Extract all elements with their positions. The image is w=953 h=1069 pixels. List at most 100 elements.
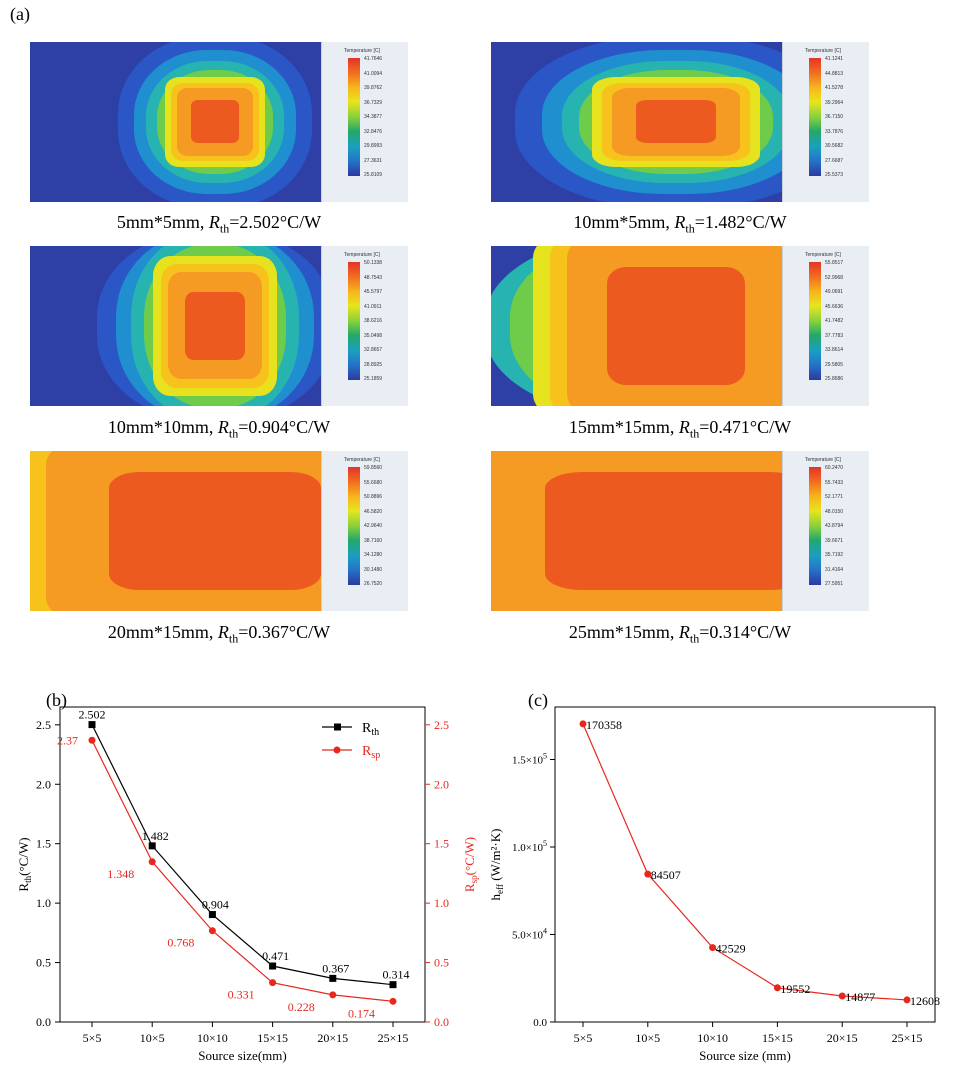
- y-tick-label: 1.5: [36, 837, 51, 851]
- data-label: 19552: [780, 982, 810, 996]
- y-tick-label: 1.0×105: [512, 839, 547, 854]
- data-label: 2.37: [57, 733, 78, 747]
- legend-tick: 42.9640: [364, 523, 383, 529]
- panel-b-label: (b): [46, 690, 67, 710]
- y2-tick-label: 0.5: [434, 956, 449, 970]
- legend-tick: 52.1771: [825, 494, 844, 500]
- simulation-caption: 5mm*5mm, Rth=2.502°C/W: [116, 212, 322, 236]
- series-line: [582, 723, 908, 1001]
- legend-tick: 39.6671: [825, 537, 844, 544]
- data-label: 1.348: [107, 867, 134, 881]
- data-label: 0.228: [288, 1000, 315, 1014]
- isotherm-band: [108, 472, 322, 590]
- legend-tick: 41.1241: [825, 56, 844, 62]
- legend-tick: 33.8614: [825, 347, 844, 353]
- legend-tick: 32.8476: [364, 128, 383, 135]
- data-point: [903, 996, 911, 1004]
- y2-tick-label: 2.5: [434, 718, 449, 732]
- legend-tick: 55.6680: [364, 479, 383, 486]
- legend-tick: 38.6216: [364, 318, 383, 324]
- y-tick-label: 5.0×104: [512, 927, 547, 942]
- legend-title: Temperature [C]: [805, 252, 841, 258]
- y-tick-label: 2.5: [36, 718, 51, 732]
- legend-tick: 39.2964: [825, 99, 844, 106]
- legend-tick: 27.6687: [825, 157, 844, 164]
- legend-tick: 48.7543: [364, 274, 383, 281]
- x-tick-label: 10×5: [635, 1031, 660, 1045]
- simulation-caption: 25mm*15mm, Rth=0.314°C/W: [568, 622, 792, 646]
- y-tick-label: 0.0: [533, 1017, 547, 1029]
- isotherm-band: [607, 267, 745, 385]
- x-tick-label: 10×5: [140, 1031, 165, 1045]
- legend-title: Temperature [C]: [344, 252, 380, 258]
- plot-frame: [554, 706, 936, 1023]
- x-tick-label: 25×15: [378, 1031, 409, 1045]
- isotherm-band: [635, 100, 717, 144]
- thermal-map: Temperature [C] 50.1338 48.7543 45.5797 41.0…: [30, 246, 408, 406]
- data-point: [208, 911, 216, 919]
- legend-tick: 35.7192: [825, 552, 844, 558]
- legend-title: Temperature [C]: [344, 457, 380, 463]
- y-axis-label: heff (W/m²·K): [488, 829, 505, 901]
- legend-tick: 41.0911: [364, 303, 382, 310]
- legend-tick: 55.8517: [825, 260, 844, 266]
- color-scale-bar: [809, 467, 821, 585]
- simulation-caption: 15mm*15mm, Rth=0.471°C/W: [568, 417, 792, 441]
- x-tick-label: 5×5: [574, 1031, 593, 1045]
- legend-tick: 41.7482: [825, 318, 844, 324]
- legend-tick: 25.8109: [364, 172, 383, 178]
- x-tick-label: 20×15: [827, 1031, 858, 1045]
- legend-marker: [334, 723, 341, 731]
- y-tick-label: 1.5×105: [512, 752, 547, 767]
- legend-tick: 28.8925: [364, 361, 383, 368]
- simulation-caption: 10mm*5mm, Rth=1.482°C/W: [573, 212, 787, 236]
- legend-tick: 25.1859: [364, 376, 383, 382]
- x-axis-label: Source size(mm): [198, 1048, 286, 1063]
- x-tick-label: 15×15: [257, 1031, 288, 1045]
- y2-tick-label: 2.0: [434, 777, 449, 791]
- data-label: 0.174: [348, 1006, 375, 1020]
- color-scale-bar: [809, 58, 821, 176]
- legend-tick: 55.7433: [825, 479, 844, 486]
- legend-tick: 32.8657: [364, 347, 383, 353]
- legend-tick: 30.1480: [364, 566, 383, 573]
- thermal-map: Temperature [C] 60.2470 55.7433 52.1771 48.0…: [491, 451, 869, 611]
- data-point: [329, 991, 337, 999]
- y-tick-label: 0.0: [36, 1015, 51, 1029]
- series-line: [91, 724, 394, 986]
- legend-tick: 48.0150: [825, 508, 844, 515]
- thermal-map: Temperature [C] 59.8560 55.6680 50.8896 46.5…: [30, 451, 408, 611]
- data-label: 0.768: [167, 936, 194, 950]
- legend-tick: 27.3631: [364, 157, 383, 164]
- legend-tick: 29.5805: [825, 361, 844, 368]
- legend-tick: 39.8762: [364, 85, 383, 91]
- data-point: [644, 870, 652, 878]
- legend-tick: 59.8560: [364, 465, 383, 471]
- legend-title: Temperature [C]: [344, 48, 380, 54]
- data-point: [88, 736, 96, 744]
- legend-tick: 41.5278: [825, 85, 844, 91]
- thermal-map: Temperature [C] 41.1241 44.8813 41.5278 39.2…: [491, 42, 869, 202]
- color-scale-bar: [348, 467, 360, 585]
- data-point: [269, 962, 277, 970]
- data-point: [709, 944, 717, 952]
- legend-tick: 36.7329: [364, 99, 383, 106]
- temperature-legend: Temperature [C] 41.7646 41.0094 39.8762 36.7…: [321, 42, 408, 202]
- legend-tick: 37.7783: [825, 332, 844, 339]
- legend-tick: 25.8686: [825, 376, 844, 382]
- legend-tick: 26.7520: [364, 581, 383, 587]
- panel-c-label: (c): [528, 690, 548, 710]
- y2-axis-label: Rsp(°C/W): [462, 837, 479, 892]
- x-tick-label: 5×5: [83, 1031, 102, 1045]
- legend-title: Temperature [C]: [805, 48, 841, 54]
- data-label: 170358: [586, 718, 622, 732]
- legend-tick: 50.8896: [364, 494, 383, 500]
- legend-tick: 52.9968: [825, 274, 844, 281]
- legend-tick: 46.5820: [364, 508, 383, 515]
- x-tick-label: 20×15: [317, 1031, 348, 1045]
- simulation-caption: 20mm*15mm, Rth=0.367°C/W: [107, 622, 331, 646]
- data-point: [148, 858, 156, 866]
- data-point: [389, 981, 397, 989]
- legend-tick: 27.5951: [825, 581, 844, 587]
- legend-tick: 35.0498: [364, 332, 383, 339]
